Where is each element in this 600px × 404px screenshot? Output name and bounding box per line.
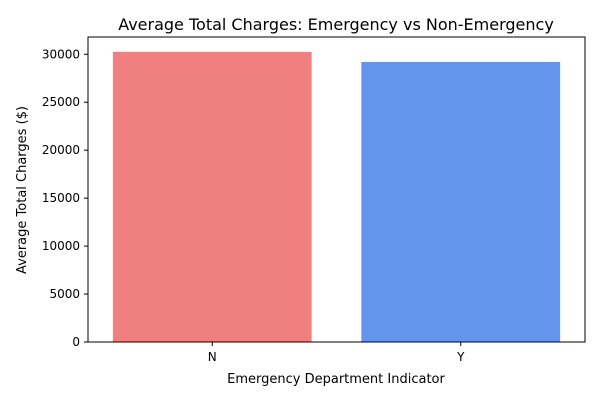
y-tick-label: 15000 (42, 191, 80, 205)
x-tick-label: Y (456, 350, 465, 364)
y-tick-label: 20000 (42, 143, 80, 157)
x-tick-label: N (208, 350, 217, 364)
y-tick-label: 30000 (42, 47, 80, 61)
y-axis-label: Average Total Charges ($) (15, 106, 30, 274)
bar-n (112, 51, 312, 342)
y-tick-label: 0 (72, 335, 80, 349)
y-axis-ticks: 0 5000 10000 15000 20000 25000 30000 (42, 47, 88, 349)
x-axis-label: Emergency Department Indicator (227, 372, 445, 387)
y-tick-label: 25000 (42, 95, 80, 109)
y-tick-label: 5000 (49, 287, 80, 301)
bars-layer (112, 51, 561, 343)
chart-title: Average Total Charges: Emergency vs Non-… (118, 15, 554, 34)
y-tick-label: 10000 (42, 239, 80, 253)
bar-y (361, 61, 561, 343)
plot-frame (87, 36, 586, 343)
